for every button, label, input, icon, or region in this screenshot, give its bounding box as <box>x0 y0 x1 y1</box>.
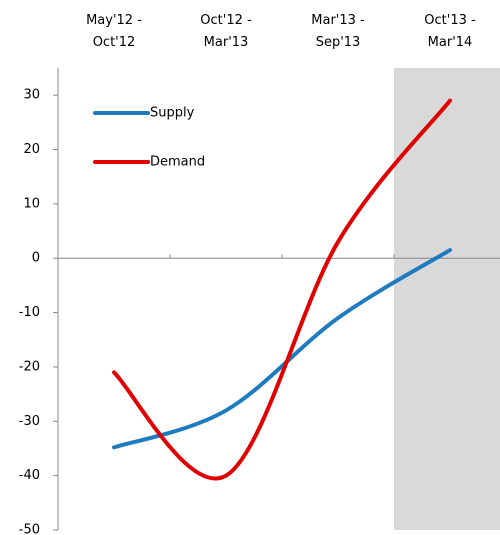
y-tick-label: -50 <box>19 523 40 535</box>
shaded-period <box>394 68 500 530</box>
y-tick-label: -40 <box>19 468 40 483</box>
y-tick-label: -10 <box>19 305 40 320</box>
y-tick-label: 20 <box>23 142 40 157</box>
category-label: Mar'13 - Sep'13 <box>311 13 365 50</box>
y-tick-label: -30 <box>19 414 40 429</box>
y-tick-label: 10 <box>23 196 40 211</box>
y-tick-label: -20 <box>19 359 40 374</box>
series-line <box>112 98 452 481</box>
legend-label: Demand <box>150 155 205 170</box>
y-tick-label: 30 <box>23 88 40 103</box>
category-label: Oct'12 - Mar'13 <box>200 13 252 50</box>
y-tick-label: 0 <box>32 251 40 266</box>
category-label: May'12 - Oct'12 <box>86 13 142 50</box>
legend-label: Supply <box>150 106 195 121</box>
category-label: Oct'13 - Mar'14 <box>424 13 476 50</box>
